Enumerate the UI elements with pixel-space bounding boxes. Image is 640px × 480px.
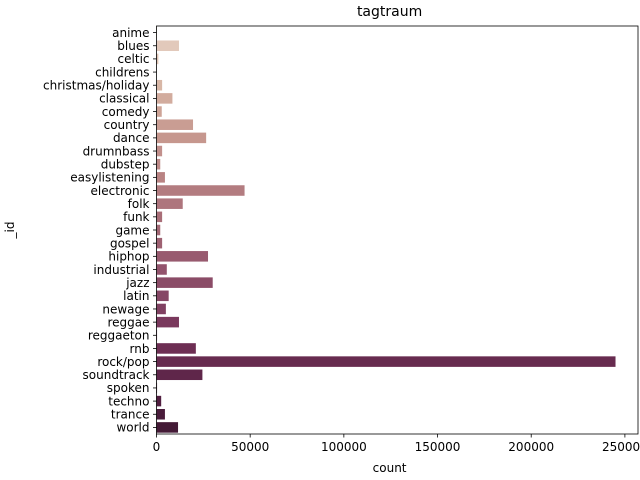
bar-techno	[156, 395, 162, 407]
bar-classical	[156, 93, 173, 104]
bar-drumnbass	[156, 145, 163, 157]
y-tick-label: rnb	[130, 342, 150, 356]
bar-christmas-holiday	[156, 79, 163, 91]
y-tick-label: industrial	[93, 263, 149, 277]
x-tick-label: 150000	[415, 440, 461, 454]
y-tick-label: classical	[99, 92, 149, 106]
bar-dance	[156, 132, 207, 144]
x-tick-label: 100000	[321, 440, 367, 454]
bar-country	[156, 119, 194, 130]
bar-easylistening	[156, 172, 165, 183]
bar-electronic	[156, 185, 245, 196]
bar-folk	[156, 198, 183, 209]
bar-rock-pop	[156, 356, 616, 367]
y-tick-label: folk	[128, 197, 150, 211]
x-ticks-group: 0 50000 100000 150000 200000 250000	[153, 434, 640, 454]
bar-jazz	[156, 277, 213, 288]
y-axis-label: _id	[3, 222, 17, 240]
y-tick-label: jazz	[125, 276, 149, 290]
y-tick-label: rock/pop	[97, 355, 149, 369]
axes-frame	[156, 25, 639, 435]
plot-frame	[156, 25, 639, 435]
x-tick-label: 50000	[231, 440, 269, 454]
y-tick-label: techno	[108, 394, 149, 408]
y-tick-label: gospel	[110, 236, 150, 250]
y-tick-label: comedy	[102, 105, 150, 119]
y-tick-label: latin	[123, 289, 149, 303]
bar-comedy	[156, 106, 162, 117]
y-ticks-group: animebluescelticchildrenschristmas/holid…	[43, 26, 157, 435]
bars-group	[156, 27, 616, 433]
y-tick-label: christmas/holiday	[43, 79, 149, 93]
bar-hiphop	[156, 251, 209, 262]
x-tick-label: 200000	[508, 440, 554, 454]
bar-rnb	[156, 343, 196, 354]
y-tick-label: childrens	[95, 65, 149, 79]
x-tick-label: 250000	[602, 440, 640, 454]
y-tick-label: funk	[123, 210, 149, 224]
bar-dubstep	[156, 158, 161, 170]
y-tick-label: easylistening	[70, 171, 149, 185]
x-tick-label: 0	[153, 440, 161, 454]
bar-newage	[156, 303, 166, 315]
y-tick-label: newage	[102, 302, 149, 316]
y-tick-label: anime	[112, 26, 149, 40]
bar-world	[156, 422, 179, 433]
bar-soundtrack	[156, 369, 203, 381]
bar-industrial	[156, 264, 167, 275]
x-axis-label: count	[373, 461, 407, 475]
y-tick-label: reggaeton	[88, 329, 150, 343]
bar-blues	[156, 40, 179, 52]
y-tick-label: dubstep	[101, 157, 150, 171]
y-tick-label: game	[115, 223, 149, 237]
bar-game	[156, 224, 161, 236]
y-tick-label: electronic	[91, 184, 150, 198]
y-tick-label: blues	[117, 39, 149, 53]
y-tick-label: soundtrack	[83, 368, 150, 382]
bar-trance	[156, 408, 165, 420]
y-tick-label: reggae	[107, 315, 149, 329]
bar-celtic	[156, 53, 159, 65]
y-tick-label: dance	[113, 131, 150, 145]
y-tick-label: celtic	[118, 52, 150, 66]
bar-funk	[156, 211, 163, 223]
chart-title: tagtraum	[357, 4, 422, 20]
y-tick-label: hiphop	[108, 250, 149, 264]
bar-gospel	[156, 237, 163, 249]
y-tick-label: trance	[111, 408, 150, 422]
y-tick-label: drumnbass	[83, 144, 150, 158]
bar-latin	[156, 290, 169, 302]
y-tick-label: spoken	[107, 381, 150, 395]
bar-reggae	[156, 316, 179, 328]
y-tick-label: country	[104, 118, 150, 132]
y-tick-label: world	[116, 421, 149, 435]
